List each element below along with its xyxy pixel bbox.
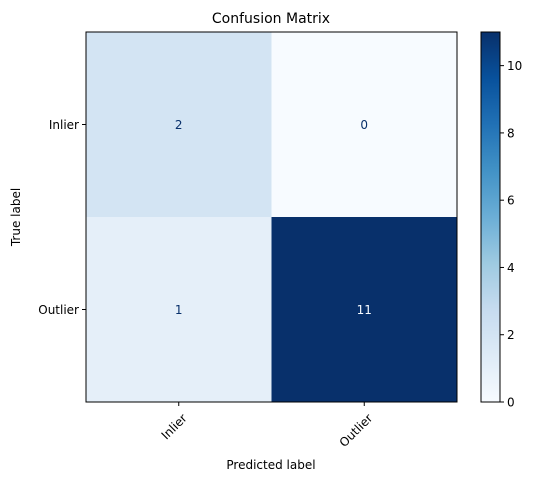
y-tick-label: Outlier <box>38 303 79 317</box>
x-axis-label: Predicted label <box>226 458 315 472</box>
y-axis-label: True label <box>9 188 23 247</box>
y-tick-label: Inlier <box>49 118 79 132</box>
colorbar-tick-label: 4 <box>507 261 515 275</box>
colorbar-tick-label: 8 <box>507 126 515 140</box>
heatmap-cell <box>271 217 458 403</box>
heatmap-cell <box>271 32 458 218</box>
colorbar-tick-label: 6 <box>507 194 515 208</box>
heatmap-cell <box>86 217 272 403</box>
cell-value-label: 2 <box>175 118 183 132</box>
heatmap-cells: 2 01 11 <box>86 32 458 403</box>
plot-frame <box>85 31 458 403</box>
x-axis: Inlier Outlier <box>159 402 376 450</box>
chart-title: Confusion Matrix <box>212 11 330 27</box>
colorbar-tick-label: 2 <box>507 328 515 342</box>
cell-value-label: 0 <box>360 118 368 132</box>
cell-value-label: 11 <box>357 303 372 317</box>
y-axis: Inlier Outlier <box>38 118 86 317</box>
colorbar-axis: 0 2 4 6 8 10 <box>500 59 522 410</box>
colorbar <box>480 31 501 403</box>
colorbar-tick-label: 0 <box>507 396 515 410</box>
colorbar-tick-label: 10 <box>507 59 522 73</box>
cell-value-label: 1 <box>175 303 183 317</box>
x-tick-label: Outlier <box>337 411 376 450</box>
heatmap-cell <box>86 32 272 218</box>
x-tick-label: Inlier <box>159 411 190 442</box>
